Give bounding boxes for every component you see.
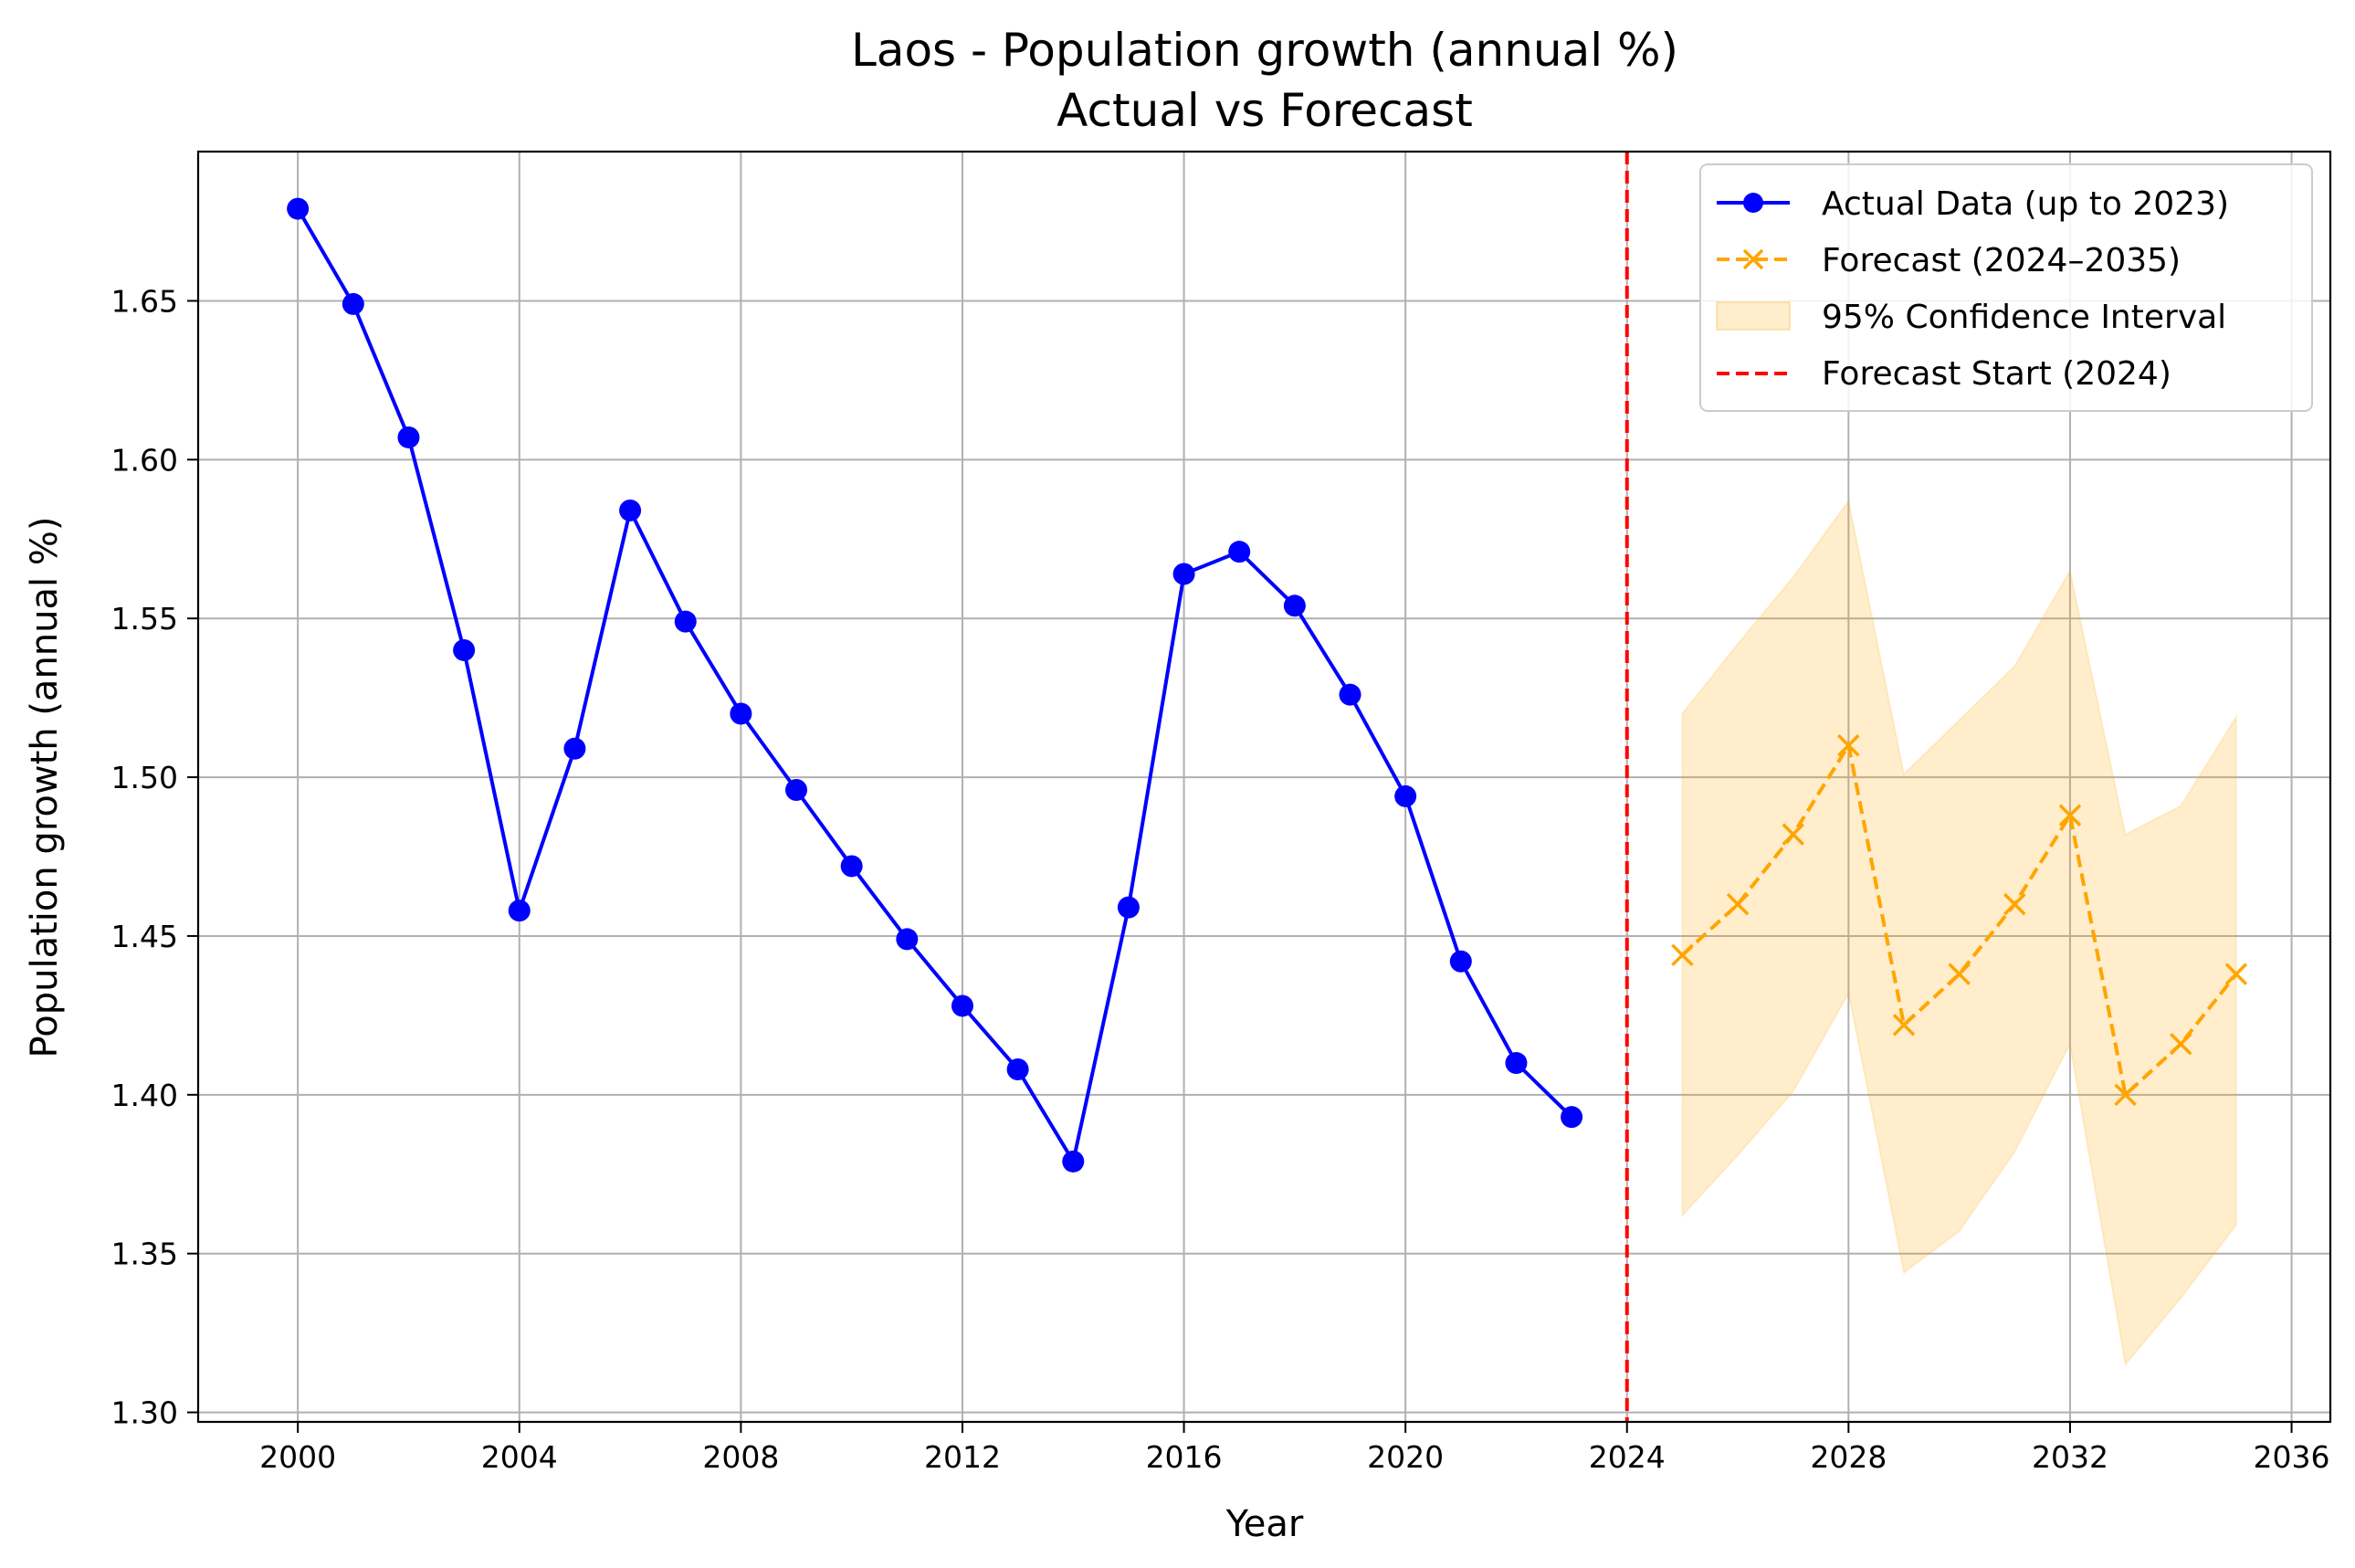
legend-ci-label: 95% Confidence Interval — [1822, 299, 2226, 336]
forecast-data-point — [1892, 1014, 1916, 1037]
actual-data-point — [1561, 1106, 1583, 1129]
forecast-series-line — [1681, 743, 2238, 1097]
y-tick-label: 1.30 — [111, 1395, 178, 1431]
y-tick-label: 1.65 — [111, 283, 178, 319]
actual-data-point — [674, 610, 697, 633]
legend-actual-marker — [1743, 193, 1763, 213]
x-tick-label: 2032 — [2032, 1439, 2108, 1475]
x-tick-label: 2012 — [924, 1439, 1001, 1475]
x-axis-label: Year — [1225, 1503, 1304, 1545]
chart-subtitle: Actual vs Forecast — [1057, 84, 1473, 137]
actual-data-point — [1172, 563, 1195, 585]
actual-data-point — [1505, 1052, 1528, 1075]
series-group — [287, 197, 2248, 1173]
x-tick-label: 2016 — [1146, 1439, 1223, 1475]
forecast-data-point — [1837, 734, 1860, 757]
y-axis-label: Population growth (annual %) — [24, 517, 66, 1058]
x-tick-label: 2004 — [481, 1439, 558, 1475]
actual-data-point — [508, 900, 531, 922]
legend-forecast-label: Forecast (2024–2035) — [1822, 242, 2181, 279]
actual-data-point — [730, 702, 752, 725]
forecast-data-point — [2224, 963, 2248, 985]
confidence-interval-band — [1681, 499, 2237, 1367]
legend-item-forecast: Forecast (2024–2035) — [1717, 242, 2181, 279]
actual-data-point — [287, 197, 310, 220]
legend-item-forecast-start: Forecast Start (2024) — [1717, 355, 2171, 393]
actual-data-point — [1449, 950, 1472, 973]
actual-data-point — [342, 292, 364, 315]
chart-title: Laos - Population growth (annual %) — [851, 24, 1678, 77]
legend-forecast-start-label: Forecast Start (2024) — [1822, 355, 2171, 393]
y-tick-label: 1.50 — [111, 760, 178, 795]
actual-data-point — [1006, 1058, 1029, 1080]
y-tick-label: 1.40 — [111, 1078, 178, 1113]
actual-series-line — [296, 207, 1573, 1163]
x-tick-label: 2000 — [259, 1439, 336, 1475]
forecast-data-point — [2114, 1083, 2137, 1107]
plot-frame — [196, 150, 2332, 1424]
actual-data-point — [619, 499, 642, 521]
actual-data-point — [896, 928, 919, 951]
x-tick-label: 2020 — [1367, 1439, 1444, 1475]
forecast-data-point — [2003, 892, 2026, 916]
y-tick-label: 1.55 — [111, 601, 178, 637]
x-tick-label: 2036 — [2254, 1439, 2330, 1475]
actual-data-point — [1117, 896, 1140, 919]
forecast-data-point — [2170, 1032, 2192, 1056]
actual-data-point — [1339, 683, 1361, 706]
x-axis-ticks: 2000 2004 2008 2012 2016 2020 2024 2028 2032 2036 — [259, 1422, 2330, 1475]
x-tick-label: 2008 — [702, 1439, 779, 1475]
actual-data-point — [840, 855, 863, 878]
legend-forecast-marker — [1742, 248, 1764, 270]
legend-actual-label: Actual Data (up to 2023) — [1822, 185, 2229, 223]
y-tick-label: 1.35 — [111, 1237, 178, 1272]
y-tick-label: 1.45 — [111, 919, 178, 954]
legend-ci-swatch — [1716, 301, 1791, 331]
legend-item-ci: 95% Confidence Interval — [1716, 299, 2226, 336]
x-tick-label: 2028 — [1810, 1439, 1887, 1475]
actual-data-point — [1228, 541, 1251, 563]
actual-data-point — [397, 426, 420, 448]
forecast-data-point — [1948, 963, 1971, 985]
y-tick-label: 1.60 — [111, 442, 178, 478]
confidence-interval-area — [1681, 499, 2237, 1367]
actual-data-point — [951, 994, 973, 1017]
actual-data-point — [563, 737, 586, 760]
forecast-data-point — [1782, 823, 1804, 846]
legend-item-actual: Actual Data (up to 2023) — [1717, 185, 2229, 223]
legend: Actual Data (up to 2023) Forecast (2024–… — [1699, 163, 2313, 412]
actual-data-point — [1062, 1150, 1085, 1173]
actual-data-point — [785, 778, 808, 801]
forecast-data-point — [1671, 943, 1694, 967]
actual-data-point — [1283, 595, 1306, 617]
legend-box — [1699, 163, 2313, 412]
y-axis-ticks: 1.30 1.35 1.40 1.45 1.50 1.55 1.60 1.65 — [111, 283, 198, 1431]
forecast-data-point — [1726, 892, 1750, 916]
x-tick-label: 2024 — [1589, 1439, 1666, 1475]
actual-data-point — [453, 638, 476, 661]
actual-data-point — [1394, 784, 1417, 807]
forecast-data-point — [2058, 804, 2082, 827]
